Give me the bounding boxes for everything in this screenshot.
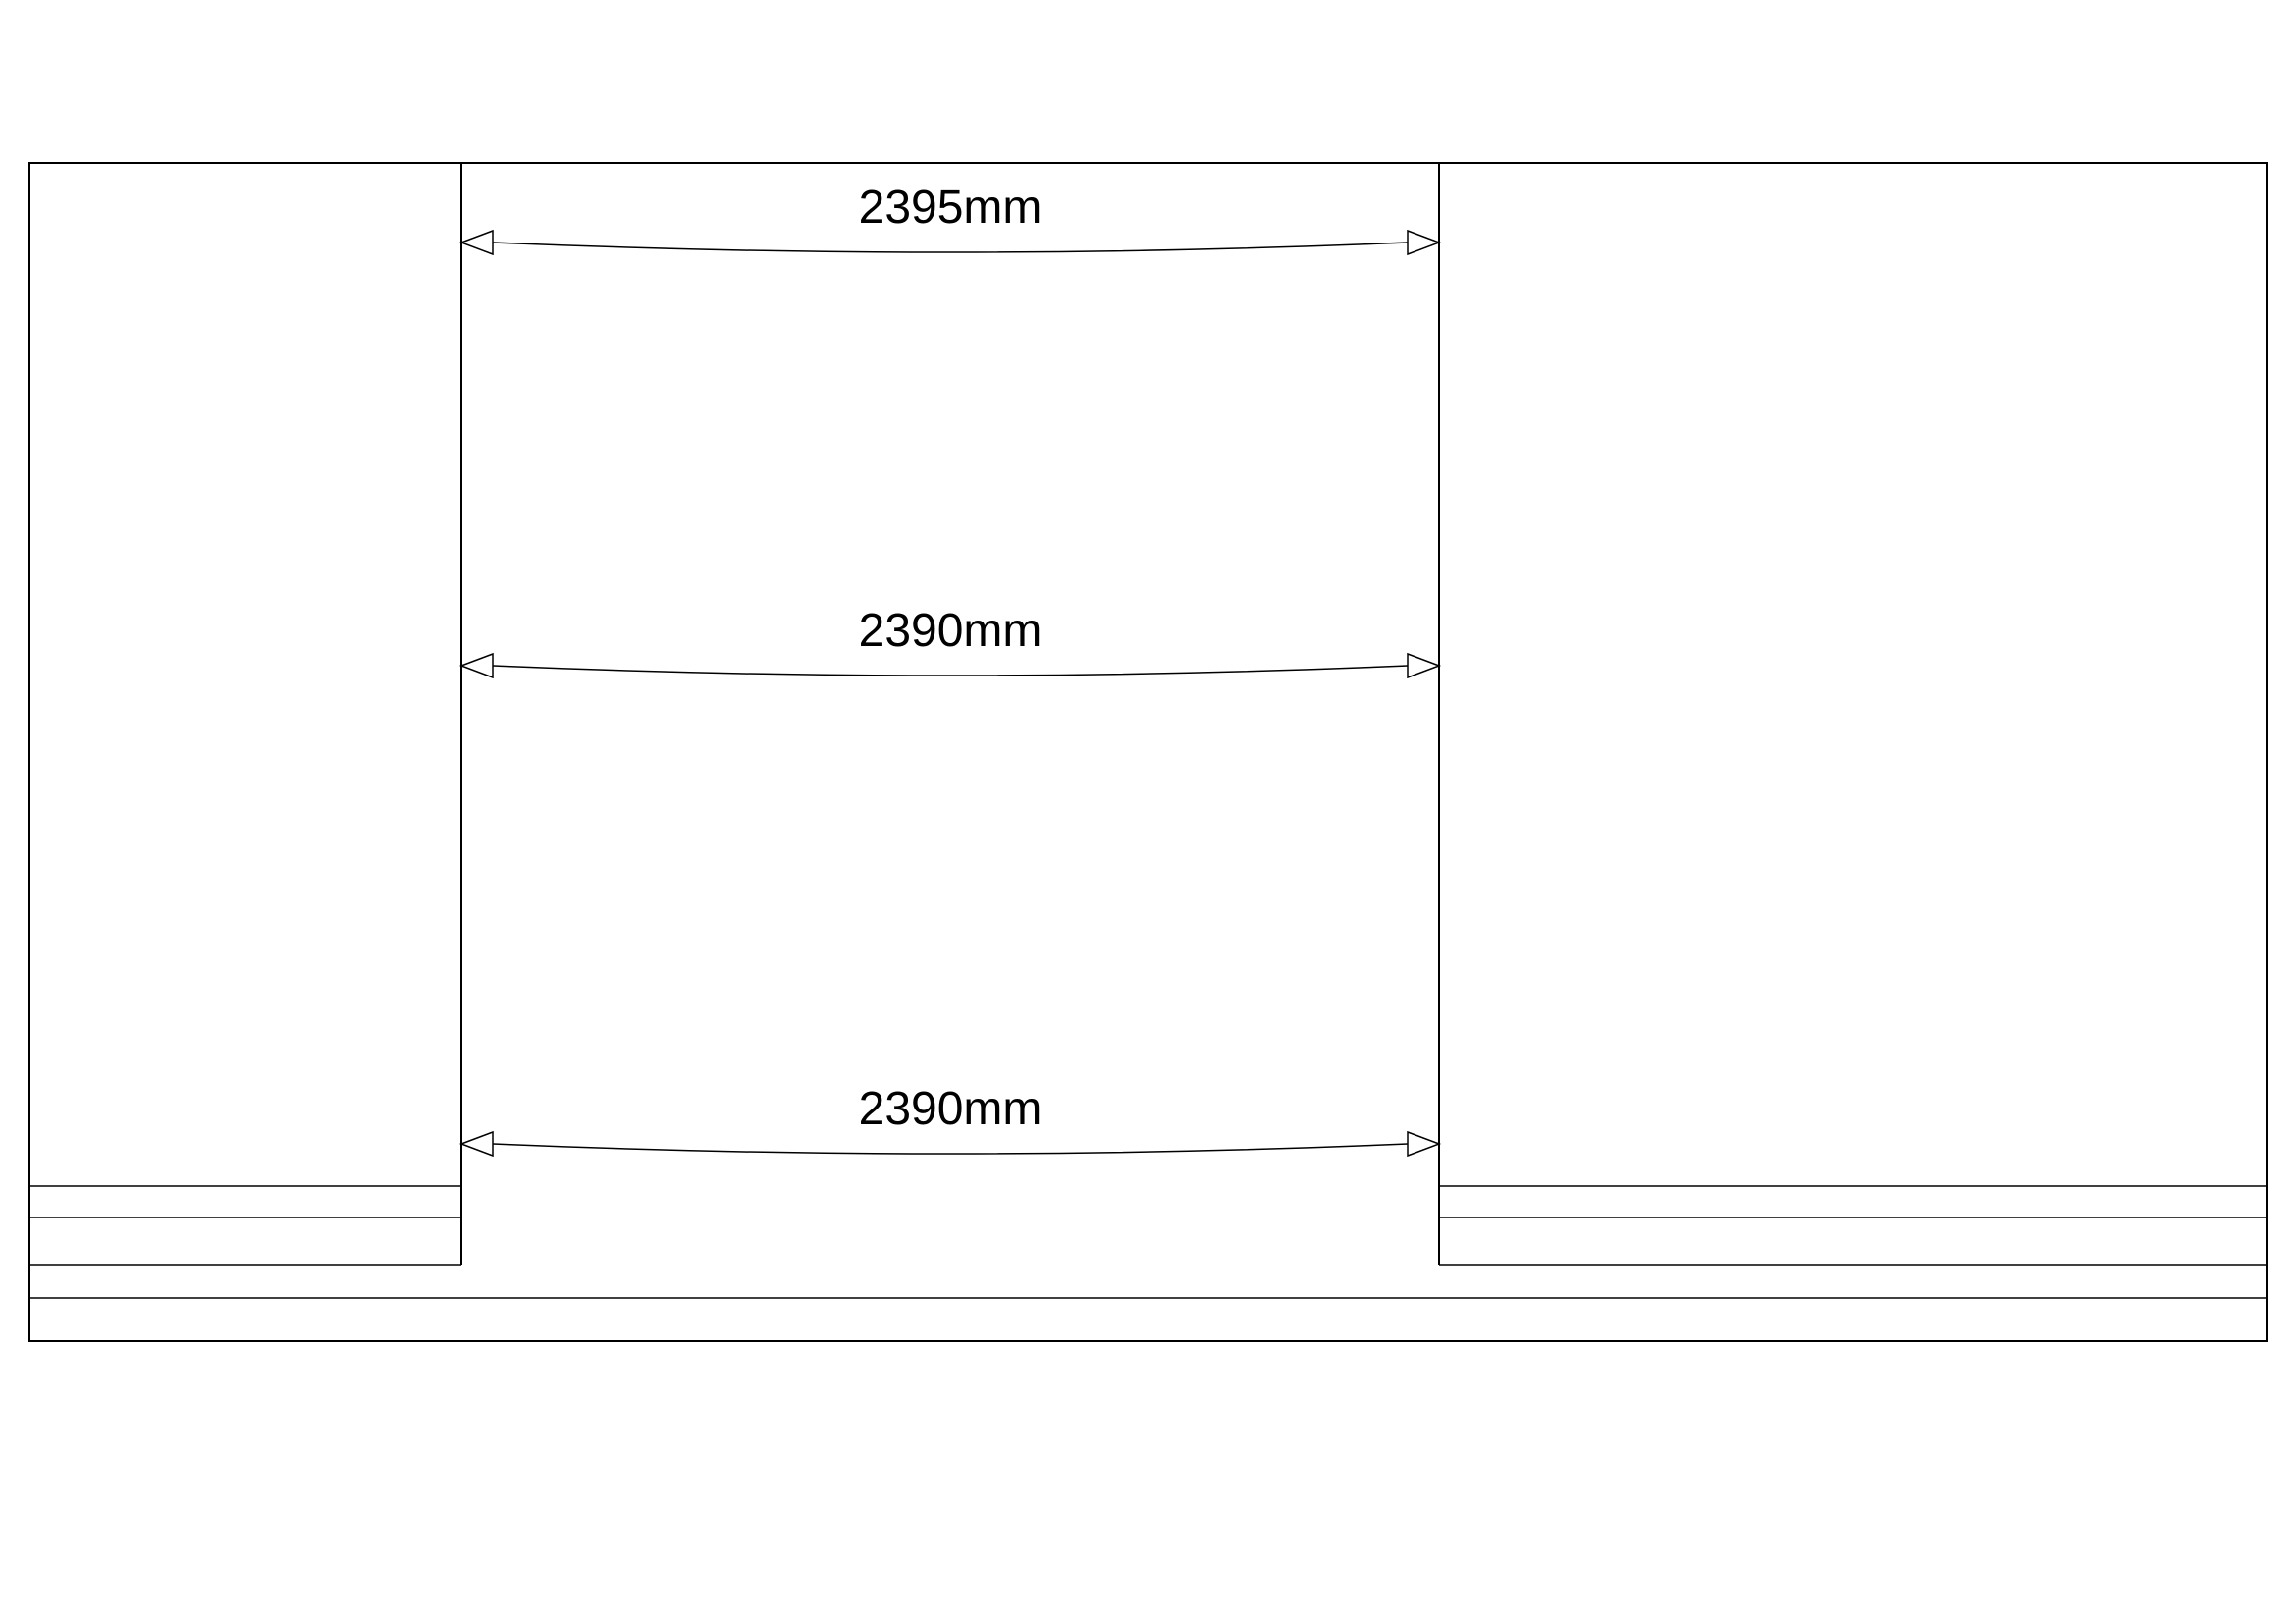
arrow-left-icon [461, 231, 493, 254]
arrow-left-icon [461, 654, 493, 677]
dimension-label: 2390mm [859, 1083, 1042, 1135]
arrow-left-icon [461, 1132, 493, 1156]
dimension-label: 2390mm [859, 605, 1042, 657]
arrow-right-icon [1408, 231, 1439, 254]
dimension-middle: 2390mm [461, 605, 1439, 677]
outer-frame [29, 163, 2267, 1341]
dimension-top: 2395mm [461, 182, 1439, 254]
dimension-drawing: 2395mm 2390mm 2390mm [0, 0, 2296, 1623]
dimension-label: 2395mm [859, 182, 1042, 234]
arrow-right-icon [1408, 654, 1439, 677]
dimension-bottom: 2390mm [461, 1083, 1439, 1156]
arrow-right-icon [1408, 1132, 1439, 1156]
